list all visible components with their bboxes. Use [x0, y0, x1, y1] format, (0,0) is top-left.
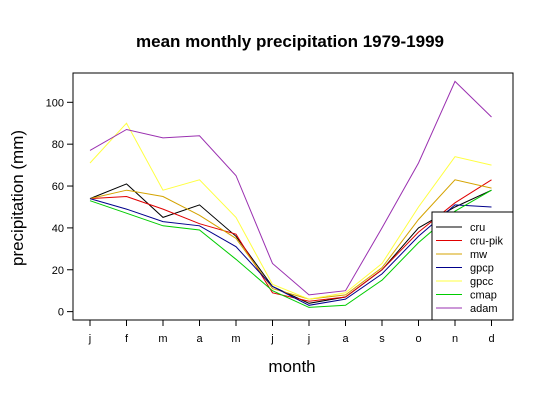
y-tick-label: 80: [52, 139, 64, 151]
legend-label-adam: adam: [470, 303, 498, 315]
x-axis-title: month: [268, 357, 315, 376]
series-line-mw: [89, 179, 492, 300]
x-tick-label: j: [307, 333, 310, 345]
y-tick-label: 100: [46, 97, 64, 109]
x-tick-label: j: [270, 333, 273, 345]
legend-label-cmap: cmap: [470, 290, 497, 302]
x-tick-label: d: [488, 333, 494, 345]
chart-title: mean monthly precipitation 1979-1999: [136, 32, 444, 51]
x-tick-label: s: [379, 333, 385, 345]
legend-label-cru-pik: cru-pik: [470, 236, 504, 248]
legend-label-gpcc: gpcc: [470, 276, 494, 288]
series-line-cru: [89, 183, 492, 304]
series-line-cru-pik: [89, 179, 492, 302]
x-tick-label: a: [196, 333, 203, 345]
y-axis: 0 20 40 60 80 100: [46, 97, 73, 319]
legend-label-cru: cru: [470, 222, 485, 234]
x-tick-label: a: [342, 333, 349, 345]
y-axis-title: precipitation (mm): [8, 130, 27, 266]
y-tick-label: 40: [52, 223, 64, 235]
legend-label-gpcp: gpcp: [470, 263, 494, 275]
x-tick-label: j: [88, 333, 91, 345]
series-line-cmap: [89, 189, 492, 308]
plot-frame: [72, 72, 514, 321]
y-tick-label: 20: [52, 265, 64, 277]
series-line-gpcc: [89, 122, 492, 300]
y-tick-label: 0: [58, 307, 64, 319]
x-tick-label: m: [158, 333, 167, 345]
x-tick-label: m: [231, 333, 240, 345]
series-line-gpcp: [89, 198, 492, 306]
x-tick-label: o: [415, 333, 421, 345]
series-lines: [89, 80, 492, 308]
legend-label-mw: mw: [470, 249, 487, 261]
legend-box: [431, 211, 514, 321]
x-tick-label: n: [452, 333, 458, 345]
x-tick-label: f: [125, 333, 129, 345]
series-line-adam: [89, 80, 492, 296]
y-tick-label: 60: [52, 181, 64, 193]
